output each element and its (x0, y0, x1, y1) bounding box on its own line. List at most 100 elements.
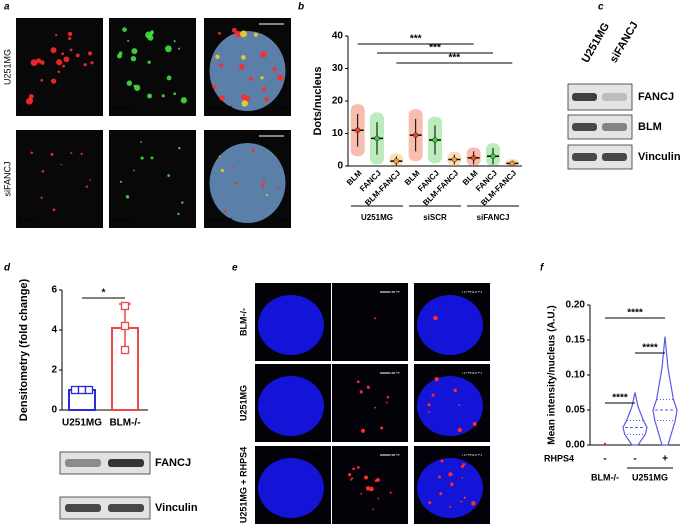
spot (234, 30, 242, 38)
mean-dot (509, 160, 516, 167)
spot (359, 390, 363, 394)
spot (240, 94, 247, 100)
spot (363, 475, 369, 480)
spot (448, 472, 453, 477)
spot (57, 70, 61, 74)
spot (386, 396, 390, 399)
channel-label: FANCJ (112, 218, 134, 225)
mean-dot (412, 132, 419, 138)
band-label: Vinculin (638, 151, 681, 163)
spot (223, 210, 227, 214)
spot (131, 48, 138, 55)
channel-label: PLA (390, 369, 404, 376)
spot (218, 31, 222, 35)
y-tick-label: 30 (332, 63, 344, 74)
y-axis-label: Densitometry (fold change) (18, 278, 30, 421)
spot (117, 53, 122, 59)
spot (41, 170, 45, 173)
nucleus (417, 376, 483, 436)
spot (133, 84, 141, 91)
micrograph (332, 283, 408, 361)
row-label: U251MG (238, 385, 248, 421)
spot (278, 78, 282, 81)
spot (87, 51, 93, 56)
micrograph (332, 446, 408, 524)
channel-label: DNA (273, 106, 288, 113)
band-label: FANCJ (155, 457, 191, 469)
spot (375, 477, 380, 482)
spot (350, 478, 353, 481)
spot (147, 34, 154, 41)
spot (450, 482, 454, 487)
spot (125, 195, 130, 199)
significance-label: *** (448, 53, 460, 64)
band-label: BLM (638, 121, 662, 133)
nucleus (258, 295, 324, 355)
spot (374, 317, 377, 320)
spot (260, 51, 267, 58)
spot (385, 401, 388, 404)
spot (51, 78, 57, 84)
spot (434, 377, 439, 382)
spot (85, 185, 89, 188)
spot (28, 94, 34, 100)
data-point (120, 301, 130, 311)
spot (177, 212, 180, 216)
spot (165, 45, 172, 53)
spot (277, 186, 280, 189)
spot (67, 31, 73, 37)
spot (239, 64, 245, 70)
x-tick-label: - (633, 454, 636, 465)
spot (149, 31, 154, 35)
spot (29, 98, 33, 102)
blot (59, 496, 151, 520)
spot (52, 208, 56, 212)
spot (231, 27, 237, 33)
panel-label: b (298, 2, 304, 13)
panel-label: e (232, 263, 238, 274)
micrograph (109, 130, 196, 228)
spot (177, 47, 181, 50)
panel-label: c (598, 2, 604, 13)
spot (181, 201, 184, 204)
spot (75, 53, 80, 58)
spot (457, 427, 463, 433)
spot (463, 496, 467, 499)
nucleus (209, 143, 286, 223)
spot (264, 96, 270, 102)
channel-label: FANCJ (112, 106, 134, 113)
spot (122, 27, 127, 32)
group-label: U251MG (361, 213, 393, 222)
band (65, 504, 101, 512)
spot (272, 67, 277, 72)
row-label: U251MG + RHPS4 (238, 447, 248, 523)
spot (50, 152, 54, 156)
spot (366, 385, 370, 389)
x-tick-label: BLM-/- (109, 418, 140, 429)
y-tick-label: 0.00 (566, 440, 586, 451)
spot (440, 459, 444, 463)
y-axis-label: Dots/nucleus (312, 66, 324, 135)
spot (173, 92, 177, 96)
spot (140, 156, 144, 160)
spot (369, 486, 374, 492)
column-label: siFANCJ (608, 20, 641, 65)
spot (119, 180, 123, 183)
spot (449, 505, 452, 508)
band (572, 153, 597, 161)
y-tick-label: 0 (51, 405, 57, 416)
spot (438, 475, 441, 479)
band-label: Vinculin (155, 502, 198, 514)
mean-dot (393, 158, 400, 164)
group-label: U251MG (632, 472, 668, 482)
spot (36, 58, 42, 64)
spot (433, 315, 438, 321)
spot (166, 75, 172, 81)
significance-label: * (102, 288, 106, 299)
spot (220, 168, 224, 173)
channel-label: MERGE (207, 106, 233, 113)
spot (241, 100, 248, 107)
x-row-label: RHPS4 (544, 453, 574, 463)
spot (439, 492, 443, 496)
spot (260, 76, 264, 80)
